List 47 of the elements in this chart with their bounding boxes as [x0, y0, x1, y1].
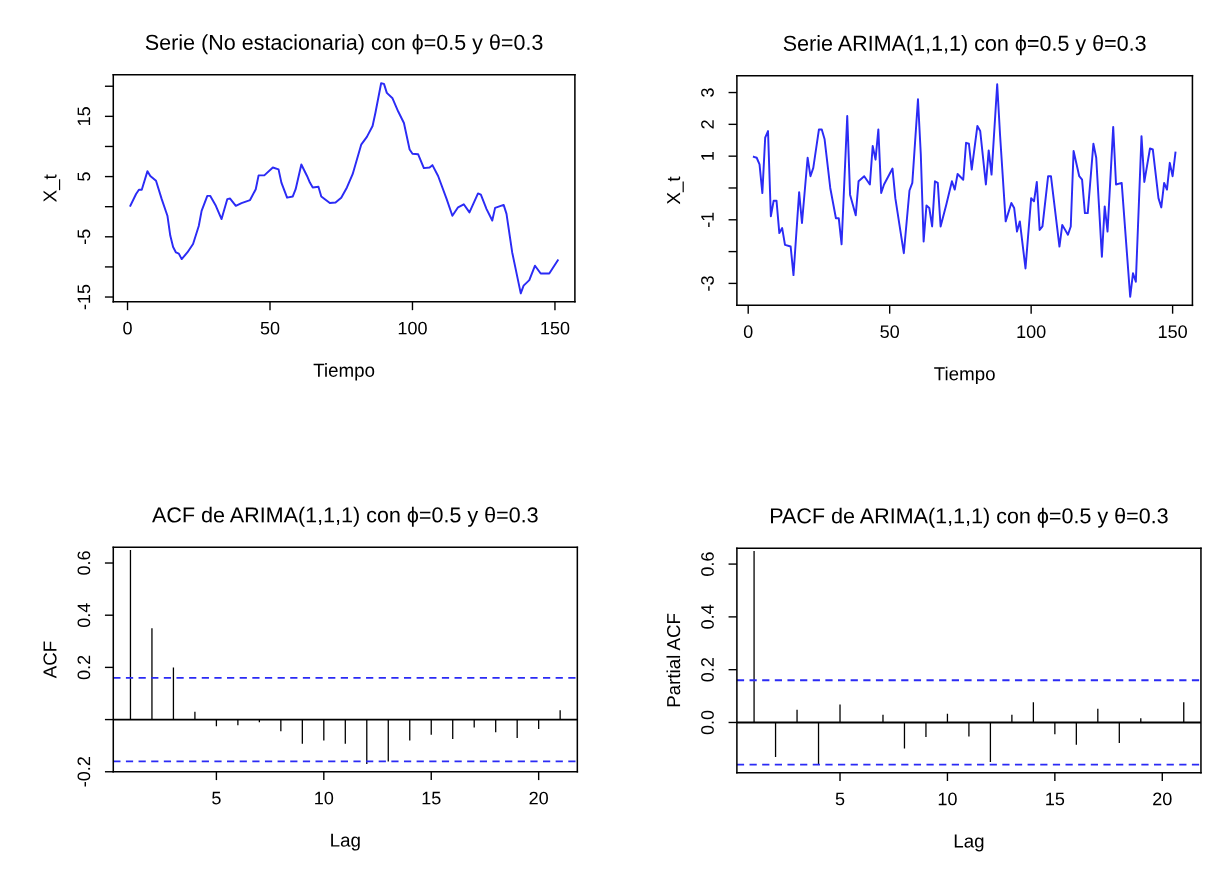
line-series: [752, 83, 1177, 298]
x-tick-label: 15: [1046, 792, 1065, 806]
y-tick-label: 5: [77, 172, 91, 181]
x-tick-label: 50: [880, 325, 900, 339]
x-axis-title: Lag: [331, 833, 360, 851]
x-tick-label: 20: [1153, 792, 1172, 806]
y-tick-label: 0.6: [77, 551, 91, 575]
x-tick-label: 15: [422, 791, 441, 805]
y-axis-title: X_t: [43, 174, 61, 202]
y-axis-title: X_t: [667, 176, 684, 205]
y-tick-label: -1: [701, 212, 714, 228]
y-tick-label: -3: [701, 276, 714, 291]
y-tick-label: 0.2: [701, 658, 714, 682]
y-tick-label: 2: [701, 120, 714, 129]
y-tick-label: -0.2: [77, 757, 91, 787]
chart-title: Serie (No estacionaria) con ϕ=0.5 y θ=0.3: [145, 34, 543, 55]
x-tick-label: 5: [212, 791, 221, 805]
x-tick-label: 0: [743, 325, 753, 339]
x-tick-label: 100: [398, 321, 427, 335]
x-tick-label: 100: [1017, 325, 1046, 339]
x-tick-label: 150: [1158, 325, 1187, 339]
line-series: [129, 82, 559, 295]
x-axis-title: Tiempo: [313, 363, 375, 381]
x-tick-label: 5: [835, 792, 845, 806]
y-tick-label: -5: [77, 229, 91, 245]
chart-title: ACF de ARIMA(1,1,1) con ϕ=0.5 y θ=0.3: [152, 506, 538, 527]
x-tick-label: 150: [541, 321, 570, 335]
chart-title: Serie ARIMA(1,1,1) con ϕ=0.5 y θ=0.3: [783, 35, 1146, 56]
y-tick-label: 0.0: [701, 710, 714, 735]
y-tick-label: 3: [701, 88, 714, 97]
x-tick-label: 10: [938, 792, 957, 806]
x-axis-title: Tiempo: [934, 366, 995, 385]
y-axis-title: Partial ACF: [666, 613, 681, 707]
y-tick-label: 0.2: [77, 655, 91, 680]
y-tick-label: 0.4: [77, 603, 91, 628]
y-tick-label: 0.4: [701, 604, 714, 629]
y-tick-label: -15: [77, 284, 91, 310]
x-tick-label: 0: [123, 321, 132, 335]
chart-title: PACF de ARIMA(1,1,1) con ϕ=0.5 y θ=0.3: [771, 507, 1168, 528]
x-axis-title: Lag: [954, 834, 984, 852]
y-tick-label: 15: [77, 107, 91, 126]
x-tick-label: 20: [529, 791, 548, 805]
y-axis-title: ACF: [43, 641, 57, 679]
y-tick-label: 1: [701, 152, 714, 160]
y-tick-label: 0.6: [701, 552, 714, 576]
x-tick-label: 50: [260, 321, 280, 335]
x-tick-label: 10: [315, 791, 334, 805]
